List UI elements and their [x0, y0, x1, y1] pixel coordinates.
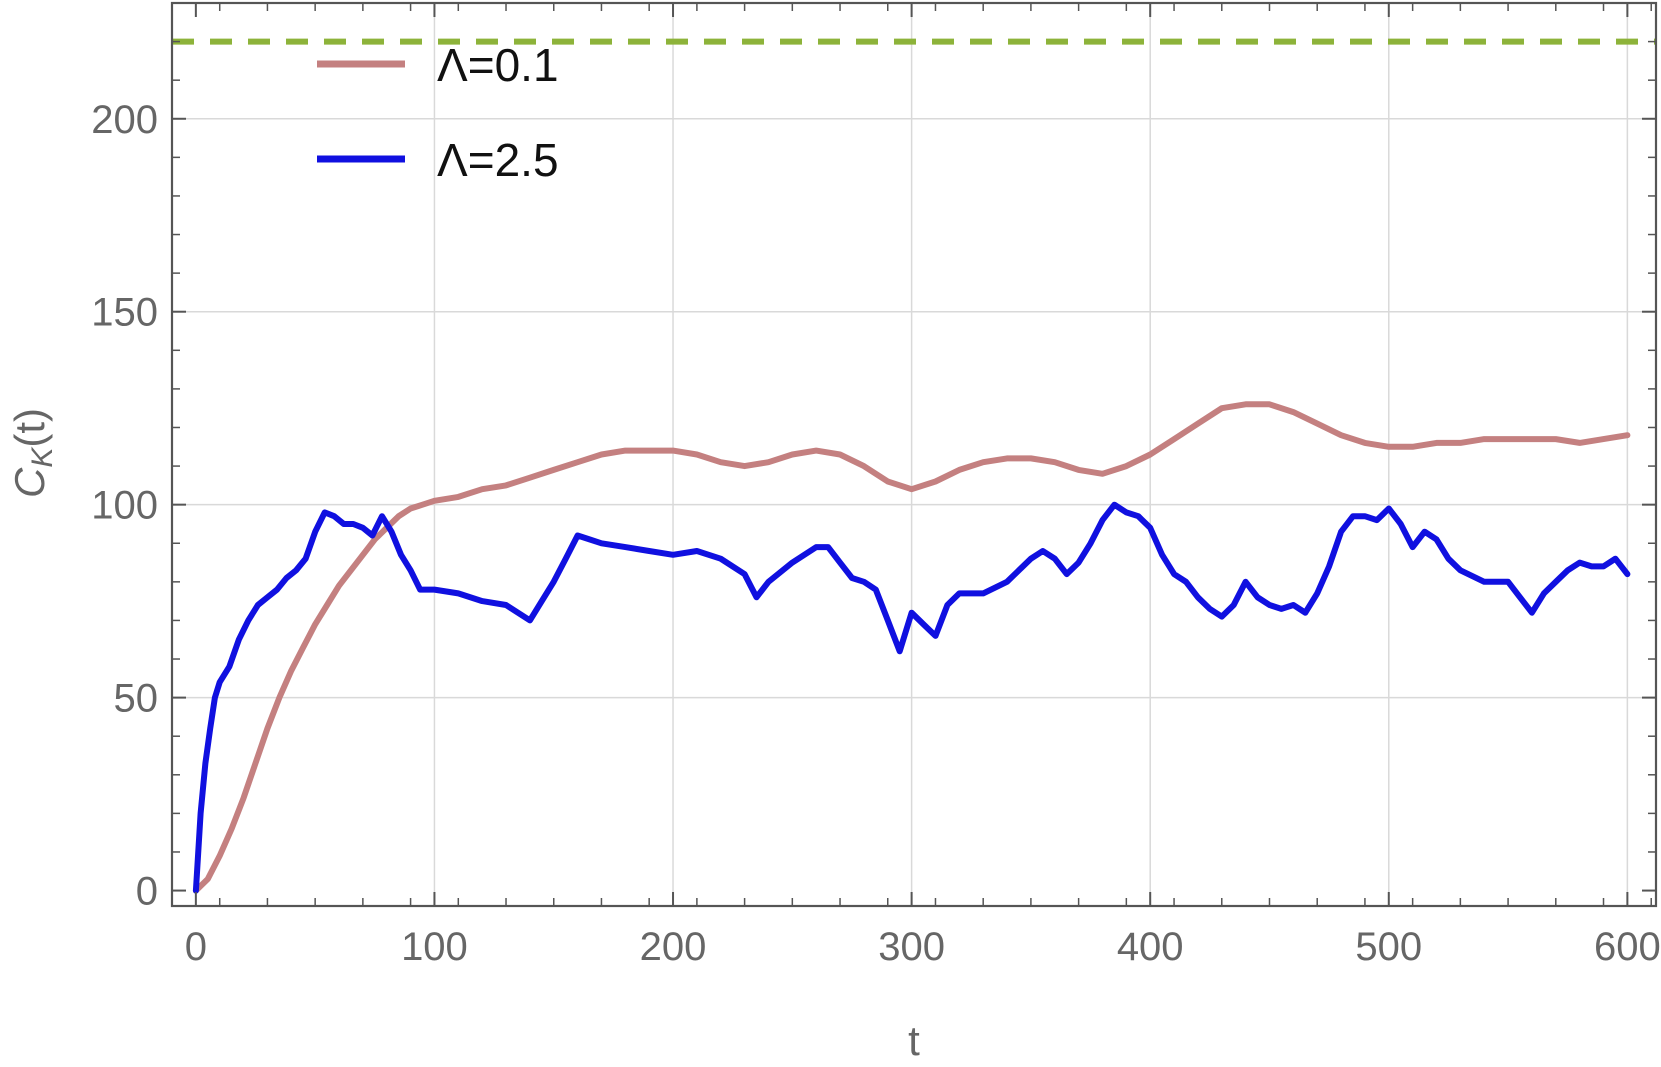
y-axis-title: CK(t)	[6, 408, 59, 498]
y-tick-label: 0	[136, 870, 158, 914]
y-tick-label: 150	[91, 291, 158, 335]
legend-label: Λ=2.5	[437, 134, 559, 186]
series-line-2	[192, 501, 1631, 894]
series-line-1	[192, 401, 1631, 894]
y-axis-title-subscript: K	[26, 446, 59, 468]
x-tick-label: 0	[185, 925, 207, 969]
legend: Λ=0.1 Λ=2.5	[317, 39, 559, 186]
y-axis-title-argument: (t)	[6, 408, 53, 448]
tick-labels: 0 100 200 300 400 500 600 0 50 100 150 200	[91, 98, 1660, 969]
x-axis-title: t	[908, 1017, 920, 1064]
x-tick-label: 100	[401, 925, 468, 969]
legend-label: Λ=0.1	[437, 39, 559, 91]
y-tick-label: 100	[91, 484, 158, 528]
grid-lines	[172, 3, 1656, 906]
axis-ticks	[171, 3, 1656, 906]
y-tick-label: 200	[91, 98, 158, 142]
x-tick-label: 400	[1117, 925, 1184, 969]
series-layer	[192, 401, 1631, 894]
x-tick-label: 200	[640, 925, 707, 969]
y-tick-label: 50	[114, 677, 159, 721]
x-tick-label: 600	[1594, 925, 1661, 969]
x-tick-label: 500	[1355, 925, 1422, 969]
plot-frame	[170, 1, 1658, 908]
x-tick-label: 300	[878, 925, 945, 969]
y-axis-title-main: C	[6, 467, 53, 498]
